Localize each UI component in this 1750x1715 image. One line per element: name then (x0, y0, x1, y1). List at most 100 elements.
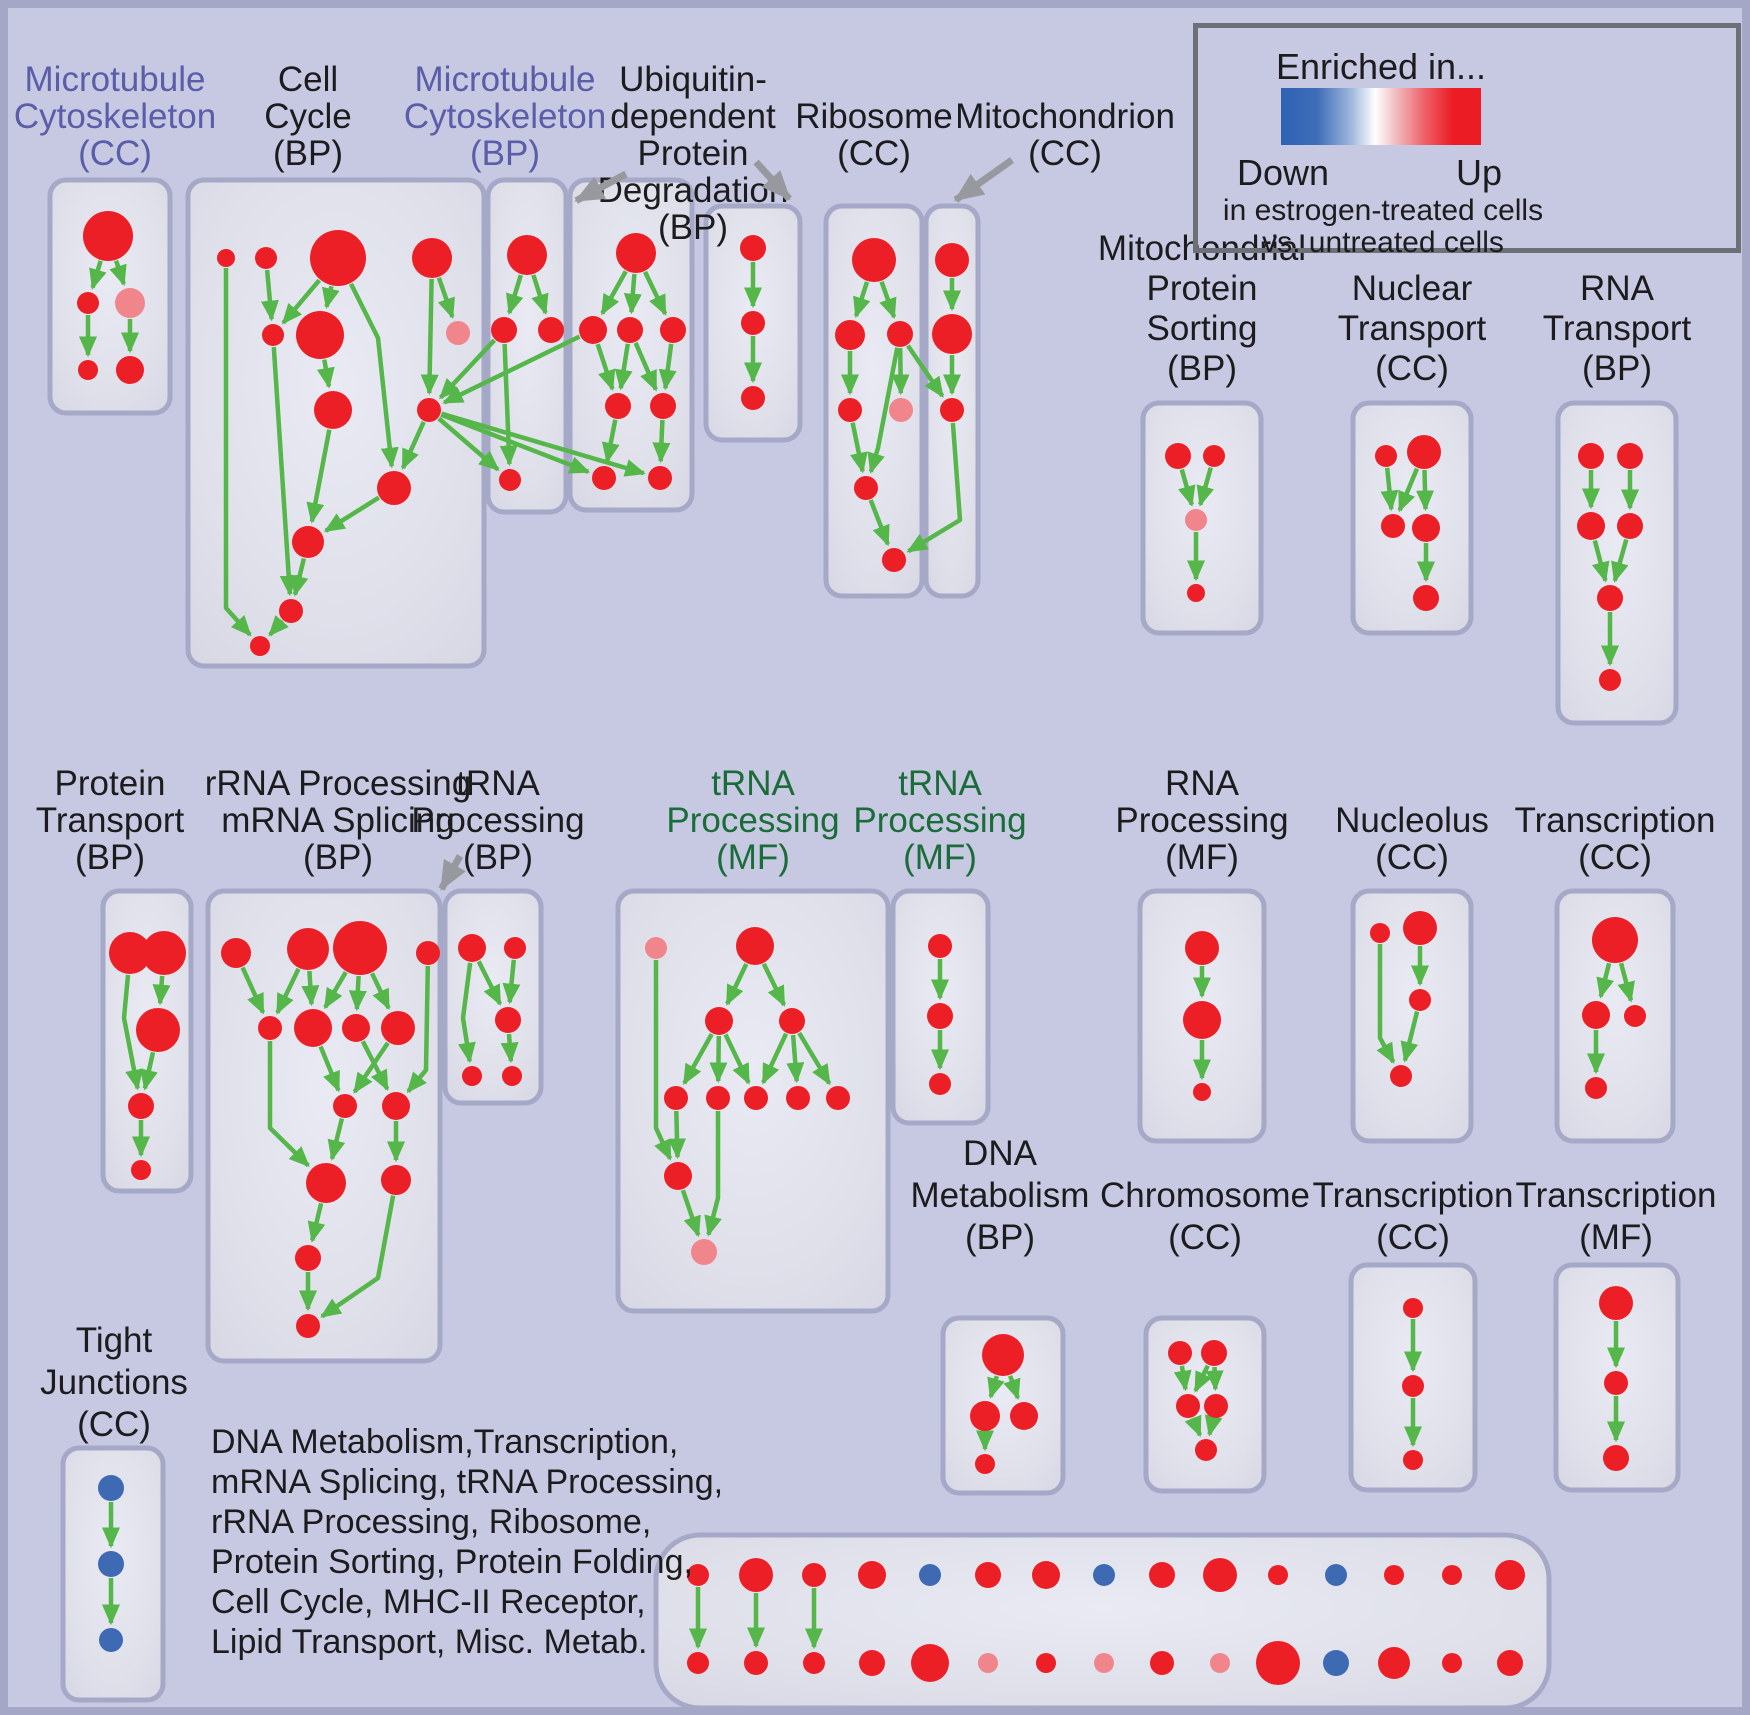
go-term-node (287, 928, 329, 970)
edge-arrow (322, 285, 340, 309)
cluster-label-chromosome-cc: Chromosome (1100, 1176, 1310, 1215)
go-term-node (1582, 1001, 1610, 1029)
go-term-node (221, 938, 251, 968)
go-term-node (859, 1650, 885, 1676)
cluster-box-microtubule-bp (485, 177, 569, 515)
cross-edge-arrow (442, 334, 581, 405)
edge-arrow (668, 1110, 687, 1160)
cluster-label-mitochondrion-cc: Mitochondrion (955, 97, 1175, 136)
go-term-node (1201, 1340, 1227, 1366)
edge-arrow (121, 974, 143, 1091)
cluster-label-trna-processing-mf-large: tRNA (711, 764, 795, 803)
go-term-node (887, 321, 913, 347)
edge-arrow (109, 259, 127, 287)
go-term-node (1375, 445, 1397, 467)
go-term-node (1599, 669, 1621, 691)
edge-arrow (400, 420, 426, 470)
go-term-node (1094, 1653, 1114, 1673)
go-term-node (333, 1094, 357, 1118)
cluster-label-rna-transport: RNA (1580, 269, 1655, 308)
cluster-label-trna-processing-mf-small: (MF) (903, 838, 977, 877)
go-term-node (1604, 1371, 1628, 1395)
cluster-label-rrna-mrna: mRNA Splicing (221, 801, 454, 840)
go-term-node (1203, 1558, 1237, 1592)
edge-arrow (360, 1040, 390, 1092)
go-term-node (381, 1165, 411, 1195)
go-term-node (538, 317, 564, 343)
edge-arrow (531, 274, 549, 316)
cross-edge-arrow (437, 416, 500, 472)
go-term-node (98, 1551, 124, 1577)
edge-arrow (652, 419, 671, 464)
go-term-node (294, 1009, 332, 1047)
cluster-box-nucleolus-cc (1350, 888, 1474, 1144)
edge-arrow (307, 1202, 326, 1243)
edge-arrow (1003, 1375, 1021, 1401)
cluster-label-rna-transport: (BP) (1582, 349, 1652, 388)
go-term-node (1578, 443, 1604, 469)
legend-up-label: Up (1455, 152, 1503, 193)
cluster-label-ubiquitin-degradation-a: (BP) (658, 208, 728, 247)
edge-arrow (853, 281, 871, 319)
go-term-node (1185, 509, 1207, 531)
go-term-node (889, 398, 913, 422)
cluster-label-dna-metabolism: (BP) (965, 1218, 1035, 1257)
cluster-box-misc-strip (653, 1532, 1552, 1707)
go-term-node (262, 324, 284, 346)
go-term-node (1150, 1651, 1174, 1675)
edge-arrow (89, 260, 107, 290)
go-term-node (296, 311, 344, 359)
go-term-node (1268, 1565, 1288, 1585)
cluster-box-dna-metabolism (940, 1315, 1066, 1496)
edge-arrow (1204, 1414, 1223, 1437)
cluster-label-tight-junctions: (CC) (77, 1405, 151, 1444)
edge-arrow (316, 359, 335, 389)
edge-arrow (1173, 1365, 1192, 1392)
cluster-label-ubiquitin-degradation-a: dependent (610, 97, 776, 136)
go-term-node (919, 1564, 941, 1586)
cluster-label-transcription-cc-mid: Transcription (1515, 801, 1716, 840)
go-term-node (691, 1239, 717, 1265)
go-term-node (802, 1563, 826, 1587)
cluster-label-trna-processing-mf-small: tRNA (898, 764, 982, 803)
edge-arrow (306, 429, 332, 524)
go-term-node (617, 317, 643, 343)
cluster-label-nucleolus-cc: (CC) (1375, 838, 1449, 877)
edge-arrow (658, 343, 677, 391)
edge-arrow (653, 960, 673, 1161)
edge-arrow (633, 341, 658, 392)
go-term-node (1168, 1341, 1192, 1365)
go-term-node (858, 1561, 886, 1589)
cluster-label-mito-protein-sorting: (BP) (1167, 349, 1237, 388)
go-term-node (741, 311, 765, 335)
go-term-node (935, 243, 969, 277)
edge-arrow (761, 1032, 789, 1085)
edge-arrow (260, 269, 279, 322)
note-line: DNA Metabolism,Transcription, (211, 1423, 679, 1461)
go-term-node (98, 1475, 124, 1501)
cluster-label-rna-processing-mf: Processing (1115, 801, 1288, 840)
annotation-arrow (574, 170, 628, 204)
edge-arrow (223, 268, 252, 637)
edge-arrow (623, 273, 642, 315)
edge-arrow (987, 1375, 1005, 1399)
go-term-node (1176, 1394, 1200, 1418)
go-term-node (1381, 514, 1405, 538)
edge-arrow (797, 1031, 832, 1086)
go-term-node (1093, 1564, 1115, 1586)
edge-arrow (1591, 539, 1610, 583)
go-term-node (491, 317, 517, 343)
edge-arrow (1178, 468, 1196, 507)
go-term-node (1165, 443, 1191, 469)
edge-arrow (476, 960, 503, 1006)
go-term-node (838, 398, 862, 422)
edge-arrow (240, 966, 266, 1015)
go-term-node (1384, 1565, 1404, 1585)
go-term-node (296, 1314, 320, 1338)
go-term-node (382, 1092, 410, 1120)
edge-arrow (267, 1041, 310, 1168)
cluster-label-protein-transport: Transport (36, 801, 185, 840)
go-term-node (741, 386, 765, 410)
go-term-node (131, 1160, 151, 1180)
